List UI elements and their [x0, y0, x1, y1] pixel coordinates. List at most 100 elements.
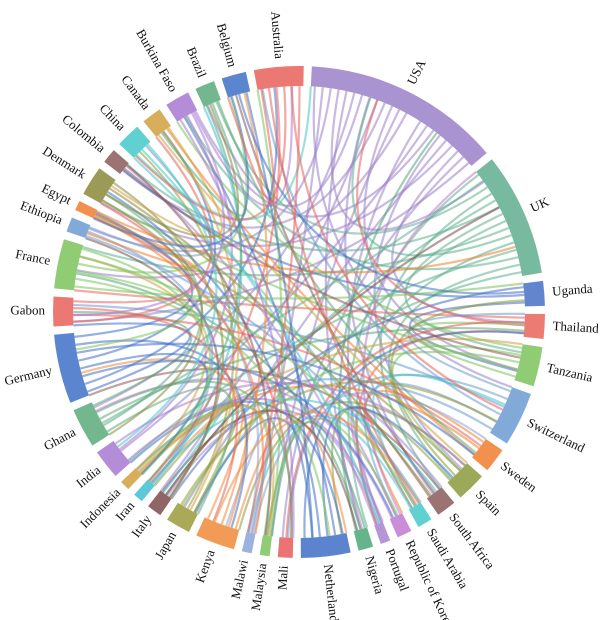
chord: [162, 130, 240, 511]
chord: [139, 150, 235, 510]
node-label: Canada: [118, 72, 154, 112]
node-label: Germany: [3, 362, 54, 388]
chord: [256, 89, 284, 537]
chord: [245, 91, 314, 538]
arc: [166, 92, 198, 122]
node-label: Belgium: [214, 22, 240, 69]
node-label: Nigeria: [362, 554, 387, 596]
node-label: UK: [528, 194, 552, 216]
chord: [76, 272, 362, 530]
arc: [514, 344, 543, 387]
chord: [379, 192, 493, 490]
arc: [353, 527, 374, 551]
arc: [75, 200, 98, 219]
chord: [96, 210, 516, 274]
node-label: Japan: [151, 528, 179, 562]
arc: [259, 535, 272, 557]
node-label: Colombia: [59, 111, 108, 155]
node-label: Switzerland: [525, 415, 588, 456]
arc: [241, 531, 256, 554]
chord: [407, 312, 526, 393]
arc: [523, 313, 545, 340]
node-label: Netherlands: [321, 563, 343, 620]
node-label: Malaysia: [248, 562, 270, 612]
chord: [213, 411, 421, 523]
chord: [126, 164, 500, 252]
chord: [150, 398, 438, 493]
chord: [73, 322, 191, 393]
arc: [96, 440, 131, 476]
arc: [121, 468, 143, 490]
chord: [81, 358, 247, 528]
chords: [72, 85, 526, 538]
node-label: Italy: [128, 512, 154, 540]
chord: [112, 181, 225, 499]
arc: [73, 402, 110, 446]
chord: [235, 94, 436, 494]
chord: [73, 313, 482, 447]
chord: [73, 115, 226, 317]
arc: [221, 71, 251, 98]
chord: [126, 164, 272, 536]
node-label: Uganda: [552, 281, 594, 299]
chord: [179, 119, 295, 538]
arc: [134, 479, 155, 502]
chord: [88, 88, 332, 253]
arc: [195, 81, 221, 107]
chord: [350, 406, 443, 523]
arc: [143, 109, 171, 137]
arc: [196, 517, 240, 550]
chord: [135, 86, 312, 221]
arc: [53, 296, 74, 327]
chord: [138, 404, 275, 537]
chord: [141, 105, 242, 476]
arc: [447, 463, 482, 498]
chord: [338, 132, 438, 531]
node-label: Kenya: [192, 547, 218, 584]
node-label: Spain: [473, 487, 505, 519]
chord: [116, 143, 218, 448]
chord: [79, 255, 416, 507]
chord: [73, 307, 238, 522]
chord: [356, 99, 525, 327]
chord: [106, 190, 314, 538]
chord: [246, 85, 301, 533]
arc: [148, 490, 172, 516]
chord: [226, 88, 276, 204]
arc: [54, 239, 84, 291]
chord: [362, 170, 477, 515]
chord: [73, 216, 193, 304]
node-label: Tanzania: [545, 360, 594, 385]
chord: [404, 212, 522, 354]
node-label: Sweden: [498, 458, 540, 495]
node-label: India: [73, 462, 103, 490]
node-label: China: [97, 101, 130, 134]
chord: [134, 86, 287, 221]
chord: [105, 103, 240, 238]
chord: [75, 270, 189, 351]
chord: [266, 417, 399, 536]
chord: [110, 126, 224, 239]
arc: [389, 513, 412, 538]
chord: [101, 199, 204, 436]
node-label: Denmark: [40, 143, 89, 182]
arc: [83, 168, 116, 204]
chord: [123, 167, 521, 359]
chord: [95, 380, 294, 538]
node-label: Thailand: [552, 318, 600, 336]
node-label: Australia: [268, 11, 287, 60]
chord: [141, 148, 381, 524]
chord: [76, 112, 408, 279]
arc: [426, 487, 455, 515]
chord: [114, 381, 466, 467]
chord: [75, 277, 331, 537]
chord: [79, 255, 207, 471]
arc: [119, 126, 151, 158]
arc: [472, 439, 503, 471]
arc: [476, 159, 542, 276]
node-label: Egypt: [39, 180, 74, 207]
node-label: Brazil: [184, 45, 210, 80]
node-label: Ghana: [41, 424, 78, 453]
arc: [277, 537, 294, 558]
chord: [363, 105, 518, 371]
